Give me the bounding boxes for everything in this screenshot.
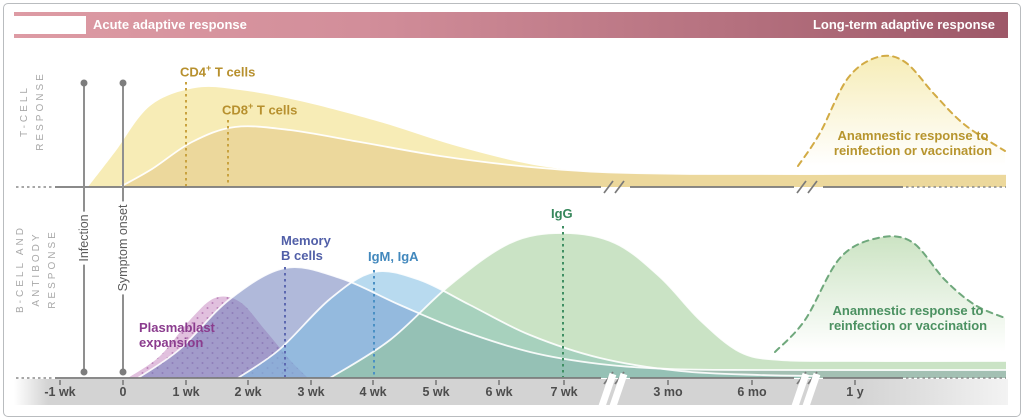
phase-banner: Acute adaptive response Long-term adapti…: [14, 12, 1008, 38]
tick-label-2-wk: 2 wk: [234, 385, 262, 399]
longterm-phase-label: Long-term adaptive response: [812, 17, 995, 32]
bcell-axis-label: B-CELL AND ANTIBODY RESPONSE: [15, 225, 58, 313]
series-anamnestic_t-dashed-curve: [797, 54, 1006, 167]
series-igg-fill: [330, 233, 1006, 378]
event-dot: [119, 368, 127, 376]
series-cd8-fill: [120, 126, 1006, 187]
tick-label-1-wk: 1 wk: [172, 385, 200, 399]
event-label-infection: Infection: [72, 211, 96, 265]
event-dot: [119, 79, 127, 87]
band-break-slash: [597, 372, 617, 411]
series-igg-label: IgG: [551, 206, 573, 221]
event-dot: [80, 368, 88, 376]
acute-phase-label: Acute adaptive response: [93, 17, 247, 32]
tick-label-4-wk: 4 wk: [359, 385, 387, 399]
series-memory_b-edge: [137, 266, 1007, 379]
tick-label-6-wk: 6 wk: [485, 385, 513, 399]
x-axis-band: [14, 379, 1008, 405]
banner-white-gap: [14, 16, 86, 34]
series-igm_iga-edge: [237, 270, 821, 379]
axis-break-tick: [807, 180, 818, 194]
tick-label-0: 0: [119, 385, 127, 399]
series-cd4-label: CD4+ T cells: [180, 63, 256, 80]
band-break-slash: [801, 372, 821, 411]
axis-break-tick: [796, 180, 807, 194]
series-anamnestic_b-dashed-curve: [774, 235, 1006, 353]
tcell-axis-label: T-CELL RESPONSE: [19, 71, 46, 151]
axis-break-tick: [603, 180, 614, 194]
series-igg-edge: [329, 232, 1007, 379]
tick-label-6-mo: 6 mo: [737, 385, 767, 399]
tick-label-7-wk: 7 wk: [550, 385, 578, 399]
series-memory_b-label: Memory B cells: [281, 233, 331, 263]
series-cd8-label: CD8+ T cells: [222, 101, 298, 118]
series-cd8-edge: [119, 125, 1006, 188]
tick-label-1-y: 1 y: [846, 385, 864, 399]
band-break-slash: [608, 372, 628, 411]
tick-label-5-wk: 5 wk: [422, 385, 450, 399]
series-igm_iga-label: IgM, IgA: [368, 249, 419, 264]
axis-break-tick: [614, 180, 625, 194]
event-label-symptom-onset: Symptom onset: [111, 201, 135, 295]
tick-label--1-wk: -1 wk: [44, 385, 76, 399]
series-plasmablast-label: Plasmablast expansion: [139, 320, 215, 350]
anamnestic_t_text: Anamnestic response to reinfection or vac…: [833, 128, 993, 158]
band-break-slash: [790, 372, 810, 411]
tick-label-3-mo: 3 mo: [653, 385, 683, 399]
anamnestic_b_text: Anamnestic response to reinfection or vac…: [828, 303, 988, 333]
series-anamnestic_t-fill: [798, 55, 1005, 186]
tick-label-3-wk: 3 wk: [297, 385, 325, 399]
event-dot: [80, 79, 88, 87]
